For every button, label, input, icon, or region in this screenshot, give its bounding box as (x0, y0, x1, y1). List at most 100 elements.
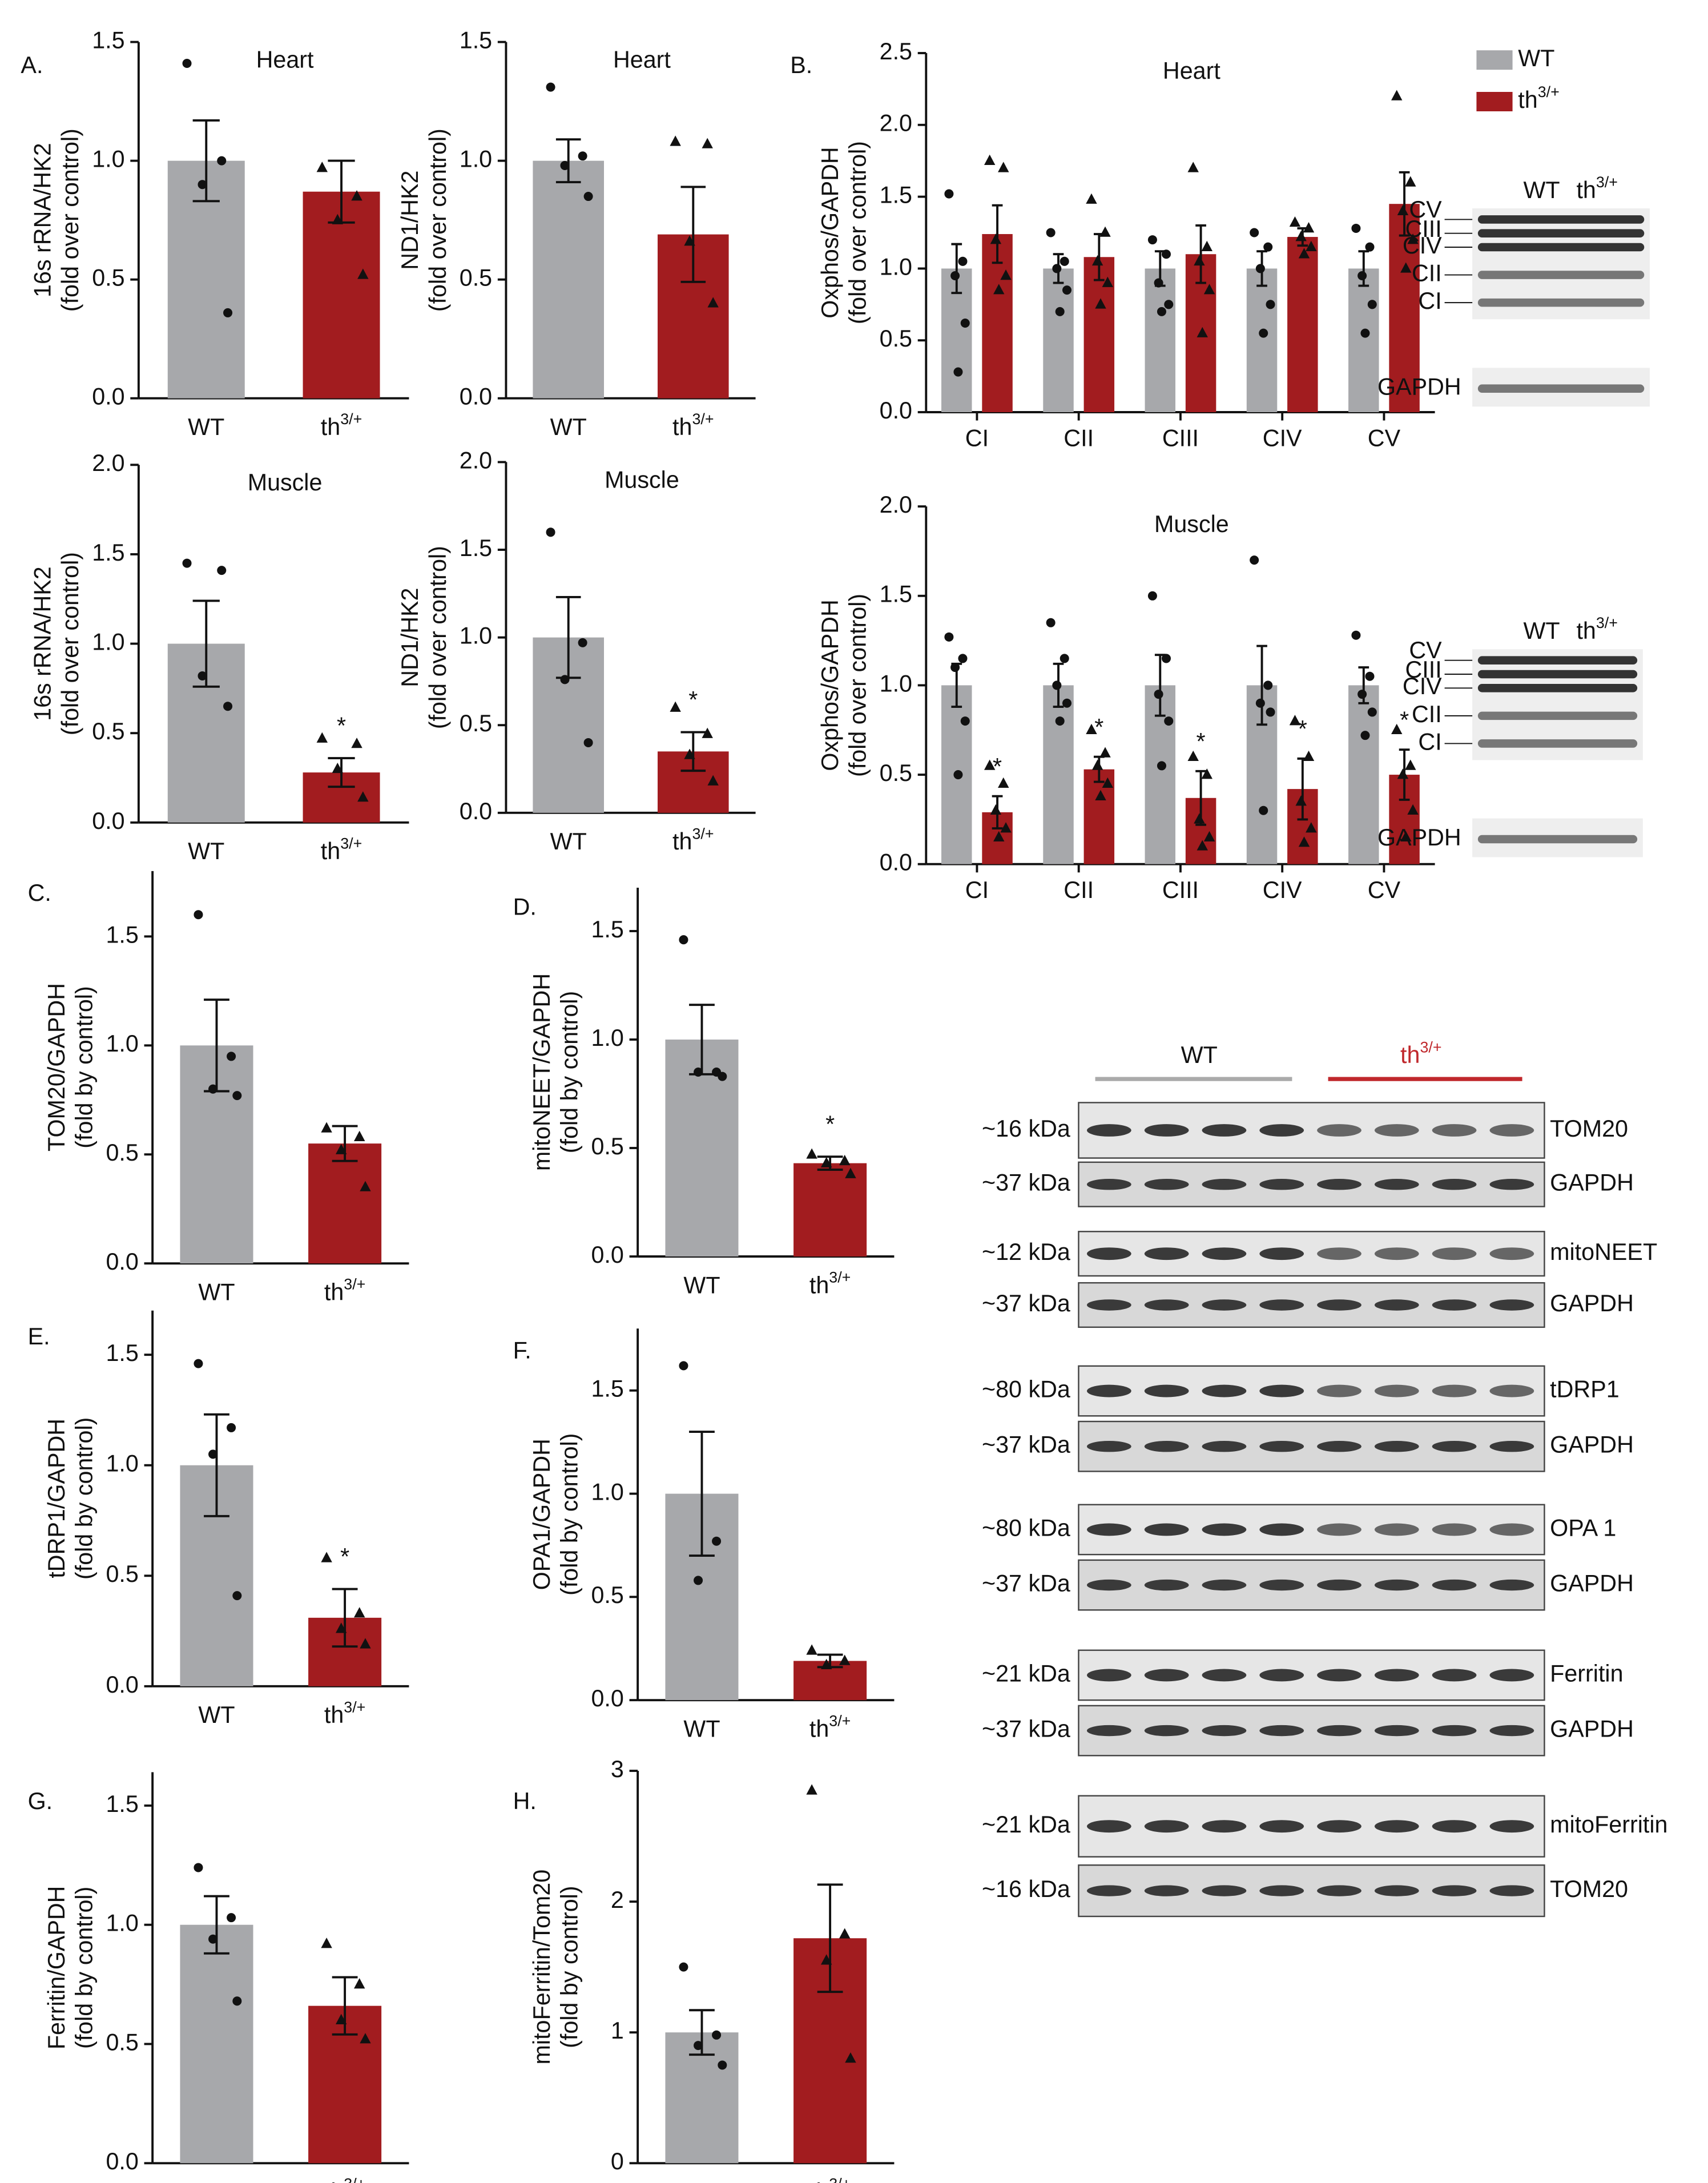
error-bar (204, 1413, 229, 1517)
band (1477, 271, 1645, 279)
data-point (1351, 630, 1361, 640)
y-axis-label: (fold by control) (71, 986, 97, 1148)
y-axis-label: (fold by control) (71, 1887, 97, 2049)
data-point (684, 235, 695, 246)
band (1259, 1179, 1304, 1190)
molecular-weight: ~21 kDa (982, 1660, 1070, 1686)
data-point (208, 1449, 218, 1459)
chart-title: Muscle (605, 466, 679, 493)
bar (1145, 268, 1176, 412)
y-axis-label: Oxphos/GAPDH (817, 147, 843, 318)
data-point (208, 1934, 218, 1944)
x-tick-label: WT (683, 2179, 720, 2183)
molecular-weight: ~37 kDa (982, 1432, 1070, 1458)
y-tick-label: 0.5 (106, 1561, 138, 1587)
blot-band-label: CV (1409, 637, 1442, 663)
band (1317, 1299, 1361, 1311)
blot-group-label: WT (1523, 177, 1560, 203)
data-point (1357, 690, 1367, 699)
data-point (1086, 723, 1097, 735)
annotation: * (337, 713, 346, 739)
data-point (1157, 761, 1166, 771)
band (1144, 1441, 1189, 1452)
y-tick-label: 0.0 (591, 1242, 623, 1268)
band (1489, 1885, 1534, 1896)
data-point (351, 190, 362, 201)
data-point (316, 732, 328, 743)
data-point (1407, 804, 1419, 815)
band (1432, 1441, 1477, 1452)
band (1087, 1384, 1131, 1397)
data-point (950, 663, 960, 672)
blot-band-label: CV (1409, 196, 1442, 223)
data-point (1046, 618, 1056, 627)
bar (1287, 237, 1318, 412)
x-tick-label: th3/+ (809, 2176, 851, 2183)
blot-group-label: WT (1523, 618, 1560, 644)
data-point (354, 1607, 365, 1618)
error-bar (332, 1588, 358, 1648)
molecular-weight: ~37 kDa (982, 1170, 1070, 1196)
x-tick-label: WT (550, 828, 587, 855)
data-point (1095, 298, 1106, 309)
panel-label: H. (513, 1788, 537, 1814)
data-point (232, 1996, 242, 2006)
error-bar (680, 731, 706, 772)
data-point (806, 1644, 817, 1655)
data-point (839, 1654, 851, 1665)
band (1489, 1579, 1534, 1591)
data-point (1147, 235, 1157, 245)
data-point (944, 632, 954, 642)
protein-label: GAPDH (1550, 1170, 1634, 1196)
blot-group-label: WT (1181, 1042, 1218, 1068)
band (1087, 1820, 1131, 1833)
x-tick-label: WT (198, 1702, 235, 1728)
x-tick-label: th3/+ (324, 2176, 365, 2183)
y-tick-label: 0.0 (92, 808, 124, 834)
data-point (321, 1122, 332, 1133)
band (1477, 215, 1645, 224)
band (1087, 1523, 1131, 1536)
y-tick-label: 0.0 (92, 384, 124, 410)
panel-label: G. (28, 1788, 53, 1814)
data-point (694, 1576, 703, 1585)
band (1317, 1384, 1361, 1397)
data-point (232, 1591, 242, 1601)
data-point (1000, 269, 1012, 280)
band (1144, 1579, 1189, 1591)
error-bar (555, 138, 581, 184)
panel-label: B. (790, 52, 812, 78)
band (1477, 711, 1638, 720)
band (1202, 1669, 1247, 1682)
molecular-weight: ~80 kDa (982, 1515, 1070, 1541)
annotation: * (340, 1544, 349, 1570)
data-point (335, 2013, 347, 2025)
band (1374, 1820, 1419, 1833)
band (1317, 1579, 1361, 1591)
y-tick-label: 0.0 (106, 1672, 138, 1698)
data-point (712, 1536, 722, 1546)
data-point (707, 297, 719, 308)
data-point (198, 671, 207, 680)
bar (1043, 685, 1074, 864)
data-point (1360, 731, 1370, 740)
data-point (335, 1622, 347, 1633)
y-tick-label: 1.5 (880, 581, 912, 607)
bar (533, 160, 605, 398)
y-tick-label: 0.5 (106, 2029, 138, 2055)
y-axis-label: OPA1/GAPDH (529, 1439, 555, 1590)
band (1432, 1247, 1477, 1260)
y-tick-label: 0.5 (880, 325, 912, 352)
data-point (1263, 680, 1273, 690)
data-point (712, 2030, 722, 2040)
y-tick-label: 2.0 (460, 447, 492, 473)
data-point (560, 160, 570, 170)
y-tick-label: 0.5 (591, 1582, 623, 1608)
band (1489, 1669, 1534, 1682)
y-tick-label: 1.0 (106, 1910, 138, 1936)
data-point (1147, 591, 1157, 601)
data-point (984, 154, 996, 165)
data-point (1201, 768, 1212, 779)
band (1202, 1124, 1247, 1137)
blot-band-label: GAPDH (1377, 824, 1461, 851)
